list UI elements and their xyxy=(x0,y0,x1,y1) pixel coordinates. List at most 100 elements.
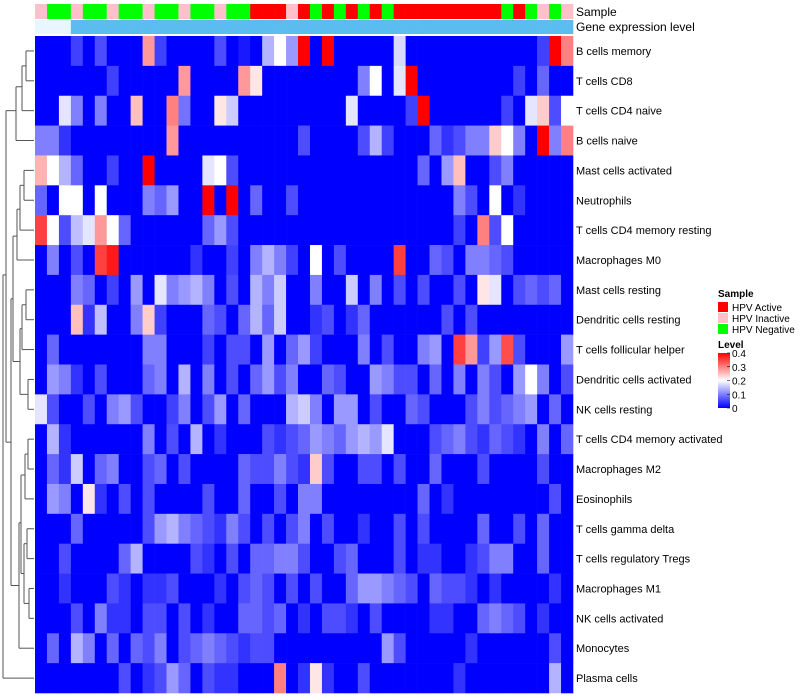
heatmap-cell xyxy=(298,394,311,425)
heatmap-cell xyxy=(393,513,406,544)
heatmap-cell xyxy=(537,185,550,216)
heatmap-cell xyxy=(525,543,538,574)
heatmap-cell xyxy=(321,633,335,664)
heatmap-cell xyxy=(405,215,418,246)
heatmap-cell xyxy=(154,125,167,156)
sample-annotation-cell xyxy=(154,4,167,19)
heatmap-cell xyxy=(286,334,299,365)
sample-annotation-cell xyxy=(118,4,131,19)
heatmap-cell xyxy=(381,334,394,365)
heatmap-cell xyxy=(46,274,60,306)
heatmap-cell xyxy=(166,334,179,365)
heatmap-cell xyxy=(70,663,84,694)
heatmap-cell xyxy=(381,65,394,97)
heatmap-cell xyxy=(549,633,562,664)
heatmap-cell xyxy=(561,334,574,365)
heatmap-cell xyxy=(214,454,227,485)
heatmap-cell xyxy=(525,245,538,276)
heatmap-cell xyxy=(286,633,299,664)
gene-expression-annotation-bar xyxy=(35,20,574,34)
heatmap-cell xyxy=(238,364,251,395)
heatmap-cell xyxy=(262,513,275,544)
heatmap-cell xyxy=(417,543,430,574)
heatmap-cell xyxy=(298,454,311,485)
heatmap-cell xyxy=(226,125,239,156)
heatmap-cell xyxy=(369,36,383,67)
heatmap-cell xyxy=(489,364,502,395)
heatmap-cell xyxy=(549,245,562,276)
heatmap-cell xyxy=(94,125,108,156)
heatmap-cell xyxy=(309,36,323,67)
heatmap-cell xyxy=(142,424,155,455)
heatmap-cell xyxy=(178,603,191,634)
heatmap-cell xyxy=(501,245,514,276)
expression-annotation-cell xyxy=(142,20,155,34)
heatmap-cell xyxy=(58,334,72,365)
heatmap-cell xyxy=(561,215,574,246)
heatmap-cell xyxy=(35,334,48,365)
heatmap-cell xyxy=(465,155,478,186)
heatmap-cell xyxy=(142,274,155,306)
heatmap-cell xyxy=(489,65,502,97)
heatmap-cell xyxy=(190,125,203,156)
heatmap-cell xyxy=(298,125,311,156)
heatmap-cell xyxy=(118,394,131,425)
heatmap-cell xyxy=(58,603,72,634)
heatmap-cell xyxy=(166,215,179,246)
heatmap-cell xyxy=(142,215,155,246)
heatmap-cell xyxy=(537,663,550,694)
heatmap-cell xyxy=(94,454,108,485)
heatmap-cell xyxy=(70,513,84,544)
heatmap-cell xyxy=(465,543,478,574)
row-label: Monocytes xyxy=(576,643,630,655)
annotation-label-gene-expression: Gene expression level xyxy=(576,20,695,34)
heatmap-cell xyxy=(286,215,299,246)
heatmap-cell xyxy=(154,483,167,515)
heatmap-cell xyxy=(238,185,251,216)
expression-annotation-cell xyxy=(525,20,538,34)
heatmap-cell xyxy=(298,334,311,365)
heatmap-cell xyxy=(46,633,60,664)
heatmap-cell xyxy=(525,573,538,604)
expression-annotation-cell xyxy=(405,20,418,34)
sample-annotation-bar xyxy=(35,4,574,19)
heatmap-cell xyxy=(333,603,347,634)
heatmap-cell xyxy=(286,603,299,634)
expression-annotation-cell xyxy=(298,20,311,34)
heatmap-cell xyxy=(477,65,490,97)
heatmap-cell xyxy=(238,633,251,664)
heatmap-cell xyxy=(357,215,371,246)
heatmap-cell xyxy=(405,573,418,604)
heatmap-cell xyxy=(226,513,239,544)
heatmap-cell xyxy=(262,424,275,455)
heatmap-cell xyxy=(525,633,538,664)
expression-annotation-cell xyxy=(274,20,287,34)
heatmap-cell xyxy=(130,245,143,276)
heatmap-cell xyxy=(106,274,119,306)
heatmap-cell xyxy=(381,245,394,276)
heatmap-cell xyxy=(70,633,84,664)
heatmap-cell xyxy=(321,304,335,335)
heatmap-cell xyxy=(286,394,299,425)
heatmap-cell xyxy=(166,185,179,216)
heatmap-cell xyxy=(58,543,72,574)
heatmap-cell xyxy=(58,65,72,97)
heatmap-cell xyxy=(262,543,275,574)
heatmap-cell xyxy=(178,513,191,544)
heatmap-cell xyxy=(142,36,155,67)
heatmap-cell xyxy=(525,424,538,455)
heatmap-cell xyxy=(393,304,406,335)
heatmap-cell xyxy=(190,513,203,544)
heatmap-cell xyxy=(501,334,514,365)
heatmap-cell xyxy=(393,633,406,664)
expression-annotation-cell xyxy=(453,20,466,34)
heatmap-cell xyxy=(262,633,275,664)
heatmap-cell xyxy=(178,65,191,97)
heatmap-cell xyxy=(94,603,108,634)
heatmap-cell xyxy=(70,65,84,97)
heatmap-cell xyxy=(309,633,323,664)
heatmap-cell xyxy=(142,304,155,335)
heatmap-cell xyxy=(178,215,191,246)
heatmap-cell xyxy=(106,424,119,455)
